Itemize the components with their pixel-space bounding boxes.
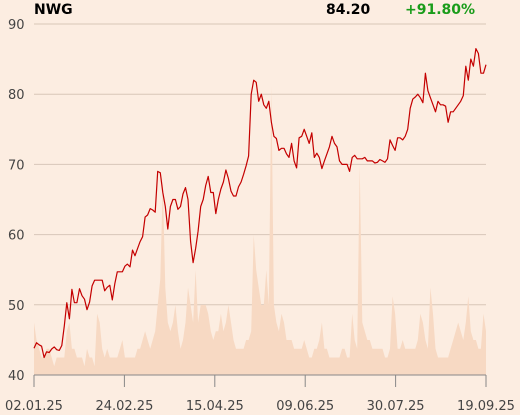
y-tick-label: 90	[8, 18, 25, 33]
volume-area-path	[34, 86, 486, 376]
y-tick-label: 50	[8, 299, 25, 314]
x-tick-label: 19.09.25	[457, 399, 515, 414]
price-line-layer	[33, 48, 487, 359]
x-tick-label: 15.04.25	[186, 399, 244, 414]
grid-lines	[34, 23, 486, 306]
last-price: 84.20	[326, 2, 371, 18]
percent-change: +91.80%	[405, 2, 476, 18]
x-tick-label: 02.01.25	[5, 399, 63, 414]
header: NWG 84.20 +91.80%	[0, 0, 520, 22]
ticker-symbol: NWG	[34, 2, 73, 18]
axes: 40 50 60 70 80 90 02.01.25 24.02.25 15.04.25 09.0…	[5, 18, 515, 414]
price-line	[33, 48, 487, 359]
volume-area	[34, 86, 486, 376]
x-tick-label: 09.06.25	[276, 399, 334, 414]
y-tick-label: 40	[8, 369, 25, 384]
y-tick-label: 70	[8, 158, 25, 173]
x-tick-label: 24.02.25	[95, 399, 153, 414]
x-tick-label: 30.07.25	[367, 399, 425, 414]
y-tick-label: 60	[8, 229, 25, 244]
y-tick-label: 80	[8, 88, 25, 103]
